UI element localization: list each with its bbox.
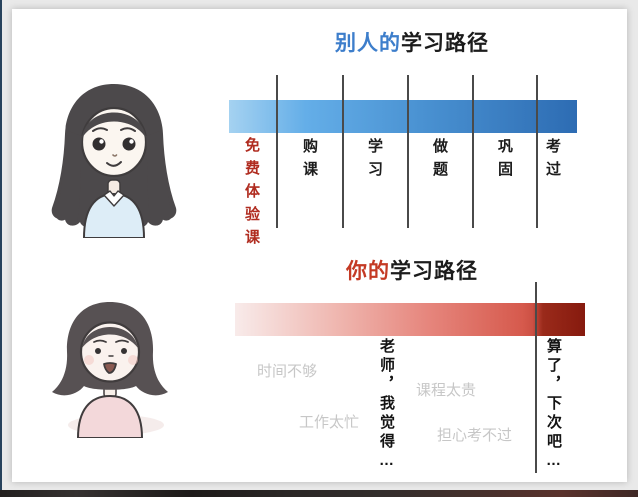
collar	[103, 190, 125, 207]
left-eyebrow	[93, 339, 107, 343]
open-mouth	[103, 362, 117, 374]
stage-label-pass-exam: 考过	[544, 138, 561, 184]
others-path-title-rest: 学习路径	[401, 32, 489, 55]
body-pink-top	[76, 394, 144, 438]
others-path-title: 别人的学习路径	[250, 27, 574, 57]
long-hair-woman-avatar	[51, 84, 177, 238]
stage-label-consolidate: 巩固	[496, 138, 513, 184]
window-bottom-strip	[0, 490, 638, 497]
your-path-title-rest: 学习路径	[390, 260, 478, 283]
left-eye	[95, 348, 101, 354]
your-path-progress-bar	[235, 303, 585, 336]
right-eye	[121, 348, 127, 354]
fringe	[82, 112, 146, 138]
left-eyebrow	[92, 127, 108, 132]
stage-divider-line	[342, 75, 344, 228]
right-eyebrow	[115, 339, 129, 343]
window-left-edge	[0, 0, 2, 491]
stage-label-exercises: 做题	[431, 138, 448, 184]
give-up-divider-line	[535, 282, 537, 473]
your-path-title: 你的学习路径	[250, 255, 574, 285]
give-up-quote: 算了，下次吧…	[545, 338, 562, 473]
bob-hair-woman-avatar	[52, 302, 168, 438]
front-hair-lock-left	[55, 131, 82, 226]
body-blue-top	[82, 192, 146, 238]
stage-label-study: 学习	[366, 138, 383, 184]
hesitation-quote: 老师，我觉得…	[378, 338, 395, 473]
stage-label-free-trial: 免费体验课	[243, 137, 260, 252]
right-blush	[128, 355, 138, 365]
others-path-title-highlight: 别人的	[335, 32, 401, 55]
stage-divider-line	[472, 75, 474, 228]
excuse-busy-work: 工作太忙	[299, 414, 360, 431]
left-blush	[84, 355, 94, 365]
right-eye	[122, 137, 136, 151]
your-path-title-highlight: 你的	[346, 260, 390, 283]
excuse-too-expensive: 课程太贵	[416, 382, 477, 399]
stage-divider-line	[276, 75, 278, 228]
nose	[112, 154, 118, 157]
mouth-smile	[106, 161, 122, 167]
right-eyebrow	[120, 127, 136, 132]
excuse-fear-of-failing: 担心考不过	[437, 427, 513, 444]
others-path-progress-bar	[229, 100, 577, 133]
excuse-no-time: 时间不够	[257, 363, 318, 380]
face	[80, 106, 148, 178]
front-hair-lock-right	[146, 131, 173, 226]
stage-divider-line	[407, 75, 409, 228]
stage-divider-line	[536, 75, 538, 228]
fringe	[82, 327, 138, 348]
stage-label-buy-course: 购课	[301, 138, 318, 184]
left-eye	[92, 137, 106, 151]
